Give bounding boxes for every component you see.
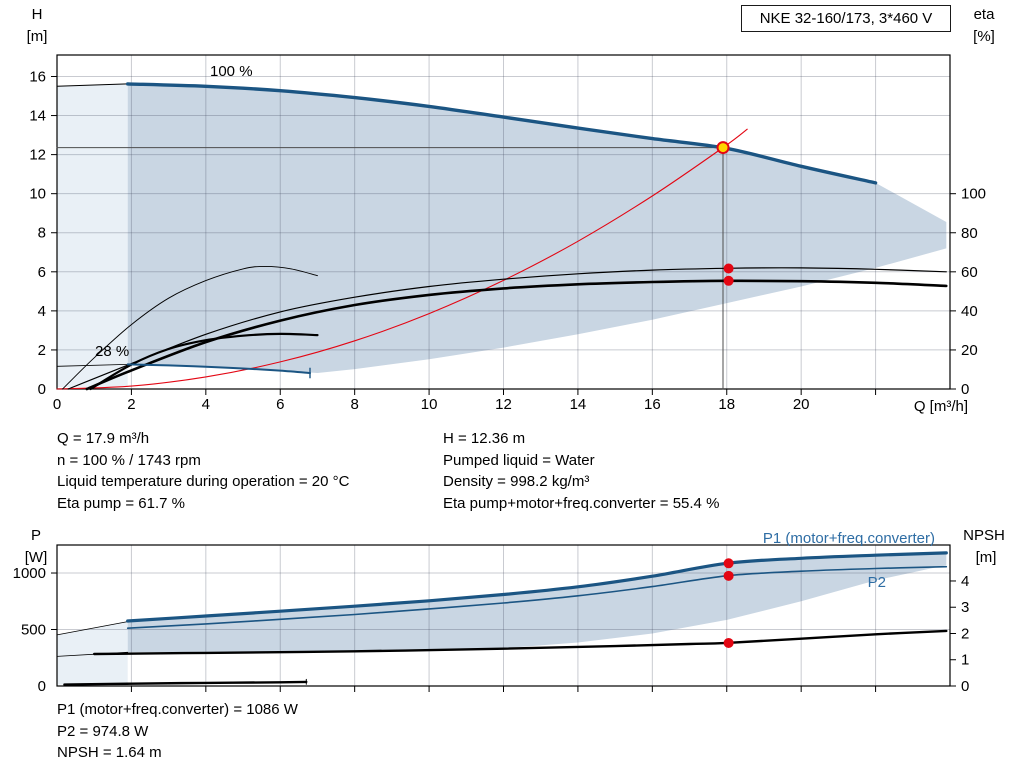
y-right-tick-label: 100 — [961, 186, 986, 203]
hq-eta-chart: 0 2 4 6 8 10 12 14 16 18 20 0 2 4 6 8 10 12 14 16 0 20 40 60 80 1… — [27, 6, 996, 415]
npsh-dot — [723, 637, 734, 648]
x-tick-label: 8 — [350, 396, 358, 413]
eta-pump-dot — [723, 263, 734, 274]
p2-curve — [126, 565, 948, 629]
x-tick-label: 20 — [793, 396, 810, 413]
p2-label: P2 — [868, 574, 886, 591]
y-left-tick-label: 1000 — [13, 565, 46, 582]
y-right-tick-label: 2 — [961, 625, 969, 642]
result-speed: n = 100 % / 1743 rpm — [57, 451, 201, 469]
left-axis-title: H — [32, 6, 43, 23]
result-temperature: Liquid temperature during operation = 20… — [57, 473, 350, 490]
power-results: P1 (motor+freq.converter) = 1086 W P2 = … — [57, 699, 298, 764]
left-axis-unit: [W] — [25, 549, 48, 566]
x-tick-label: 14 — [570, 396, 587, 413]
result-p2: P2 = 974.8 W — [57, 722, 149, 740]
x-tick-label: 4 — [202, 396, 210, 413]
y-right-tick-label: 0 — [961, 678, 969, 695]
left-axis-unit: [m] — [27, 28, 48, 45]
right-axis-unit: [m] — [976, 549, 997, 566]
y-left-tick-label: 16 — [29, 68, 46, 85]
right-axis-unit: [%] — [973, 28, 995, 45]
right-axis-title: eta — [974, 6, 996, 23]
p2-dot — [723, 570, 734, 581]
y-left-tick-label: 0 — [38, 678, 46, 695]
speed-100-label: 100 % — [210, 63, 253, 80]
y-left-tick-label: 6 — [38, 264, 46, 281]
y-right-tick-label: 1 — [961, 652, 969, 669]
hq-low-extension-line — [56, 364, 129, 367]
y-left-tick-label: 8 — [38, 225, 46, 242]
power-envelope-area — [127, 552, 947, 653]
y-right-tick-label: 0 — [961, 381, 969, 398]
result-flow: Q = 17.9 m³/h — [57, 430, 150, 447]
x-axis-title: Q [m³/h] — [914, 398, 968, 415]
eta-total-curve — [85, 279, 948, 391]
x-tick-label: 6 — [276, 396, 284, 413]
p1-extension-line — [56, 621, 129, 636]
speed-28-label: 28 % — [95, 343, 129, 360]
left-axis-title: P — [31, 527, 41, 544]
p-28-curve — [63, 680, 308, 686]
result-eta-total: Eta pump+motor+freq.converter = 55.4 % — [443, 494, 720, 512]
y-right-tick-label: 4 — [961, 573, 969, 590]
y-left-tick-label: 4 — [38, 303, 46, 320]
result-npsh: NPSH = 1.64 m — [57, 744, 162, 761]
y-right-tick-label: 3 — [961, 599, 969, 616]
p1-dot — [723, 558, 734, 569]
result-head: H = 12.36 m — [443, 430, 526, 447]
y-left-tick-label: 14 — [29, 108, 46, 125]
y-left-tick-label: 2 — [38, 342, 46, 359]
system-curve — [56, 128, 748, 390]
power-npsh-chart: 0 500 1000 0 1 2 3 4 P [W] NPSH [m] P1 (motor+freq.c… — [13, 527, 1005, 695]
x-tick-label: 2 — [127, 396, 135, 413]
hq-28-curve — [126, 363, 311, 374]
y-right-tick-label: 20 — [961, 342, 978, 359]
result-liquid: Pumped liquid = Water — [443, 451, 595, 469]
x-tick-label: 18 — [718, 396, 735, 413]
p1-curve — [126, 551, 948, 623]
right-axis-title: NPSH — [963, 527, 1005, 544]
pump-model-box: NKE 32-160/173, 3*460 V — [741, 5, 951, 32]
y-right-tick-label: 40 — [961, 303, 978, 320]
result-eta-pump: Eta pump = 61.7 % — [57, 494, 185, 512]
hq-100-curve — [126, 82, 878, 185]
x-tick-label: 16 — [644, 396, 661, 413]
y-left-tick-label: 0 — [38, 381, 46, 398]
y-left-tick-label: 500 — [21, 622, 46, 639]
result-density: Density = 998.2 kg/m³ — [443, 473, 590, 490]
x-tick-label: 12 — [495, 396, 512, 413]
npsh-curve — [93, 629, 948, 656]
x-tick-label: 0 — [53, 396, 61, 413]
duty-results-col1: Q = 17.9 m³/h n = 100 % / 1743 rpm Liqui… — [57, 428, 349, 514]
y-left-tick-label: 12 — [29, 147, 46, 164]
p1-label: P1 (motor+freq.converter) — [763, 530, 935, 547]
eta-28-pump-curve — [62, 265, 318, 390]
y-right-tick-label: 80 — [961, 225, 978, 242]
y-left-tick-label: 10 — [29, 186, 46, 203]
low-flow-pale-area — [57, 83, 128, 388]
duty-point — [716, 141, 730, 155]
eta-total-dot — [723, 275, 734, 286]
pump-model-label: NKE 32-160/173, 3*460 V — [759, 10, 933, 27]
duty-results-col2: H = 12.36 m Pumped liquid = Water Densit… — [443, 428, 719, 514]
result-p1: P1 (motor+freq.converter) = 1086 W — [57, 701, 298, 718]
eta-pump-curve — [67, 267, 947, 390]
low-flow-pale-area — [57, 621, 128, 685]
x-tick-label: 10 — [421, 396, 438, 413]
hq-extension-line — [56, 83, 129, 87]
y-right-tick-label: 60 — [961, 264, 978, 281]
